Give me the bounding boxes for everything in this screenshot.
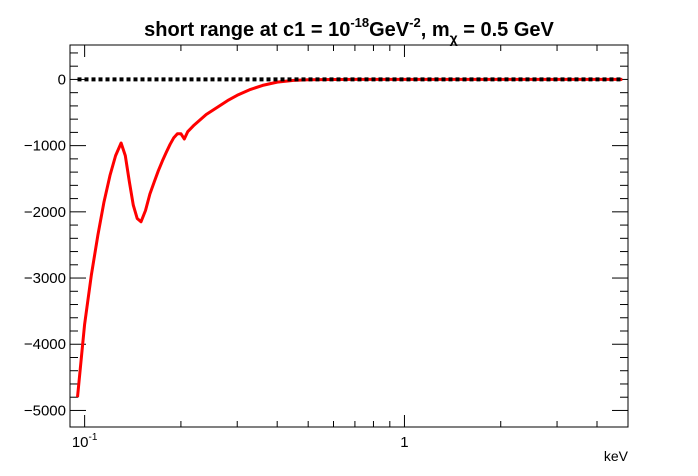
x-tick-label-exponent: -1 <box>89 432 98 443</box>
x-tick-label-base: 10 <box>72 434 89 451</box>
y-axis: 0 −1000 −2000 −3000 −4000 −5000 <box>24 52 628 419</box>
title-mass-label: , m <box>421 19 450 41</box>
title-subscript: χ <box>450 30 458 46</box>
x-tick-label-base: 1 <box>400 434 408 451</box>
x-tick-label: 10-1 <box>72 432 98 451</box>
plot-frame <box>69 44 629 428</box>
x-axis-label: keV <box>604 448 629 464</box>
y-tick-label: −3000 <box>24 270 66 287</box>
title-suffix: = 0.5 GeV <box>458 19 555 41</box>
x-axis: 10-1 1 <box>69 45 629 451</box>
plot-area <box>76 77 623 398</box>
data-series-line <box>76 77 623 398</box>
title-prefix: short range at c1 = 10 <box>144 19 350 41</box>
y-tick-label: −5000 <box>24 402 66 419</box>
y-tick-label: −2000 <box>24 204 66 221</box>
chart-title: short range at c1 = 10-18GeV-2, mχ = 0.5… <box>144 15 554 46</box>
y-tick-label: −1000 <box>24 138 66 155</box>
title-exponent-1: -18 <box>350 15 369 30</box>
y-tick-label: 0 <box>58 71 66 88</box>
title-unit: GeV <box>369 19 410 41</box>
y-tick-label: −4000 <box>24 336 66 353</box>
title-exponent-2: -2 <box>409 15 421 30</box>
x-tick-label: 1 <box>400 434 408 451</box>
